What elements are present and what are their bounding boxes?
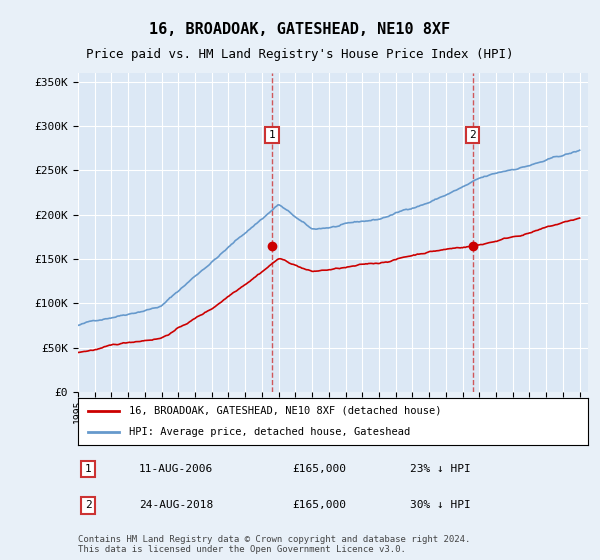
Text: 1: 1	[85, 464, 92, 474]
Text: £165,000: £165,000	[292, 501, 346, 510]
Text: Price paid vs. HM Land Registry's House Price Index (HPI): Price paid vs. HM Land Registry's House …	[86, 48, 514, 60]
Text: 16, BROADOAK, GATESHEAD, NE10 8XF: 16, BROADOAK, GATESHEAD, NE10 8XF	[149, 22, 451, 38]
Text: 24-AUG-2018: 24-AUG-2018	[139, 501, 214, 510]
Text: £165,000: £165,000	[292, 464, 346, 474]
Text: HPI: Average price, detached house, Gateshead: HPI: Average price, detached house, Gate…	[129, 427, 410, 437]
Text: 16, BROADOAK, GATESHEAD, NE10 8XF (detached house): 16, BROADOAK, GATESHEAD, NE10 8XF (detac…	[129, 406, 442, 416]
Text: 11-AUG-2006: 11-AUG-2006	[139, 464, 214, 474]
Text: Contains HM Land Registry data © Crown copyright and database right 2024.
This d: Contains HM Land Registry data © Crown c…	[78, 535, 470, 554]
Text: 2: 2	[469, 130, 476, 140]
Text: 1: 1	[269, 130, 275, 140]
Text: 23% ↓ HPI: 23% ↓ HPI	[409, 464, 470, 474]
Text: 2: 2	[85, 501, 92, 510]
Text: 30% ↓ HPI: 30% ↓ HPI	[409, 501, 470, 510]
